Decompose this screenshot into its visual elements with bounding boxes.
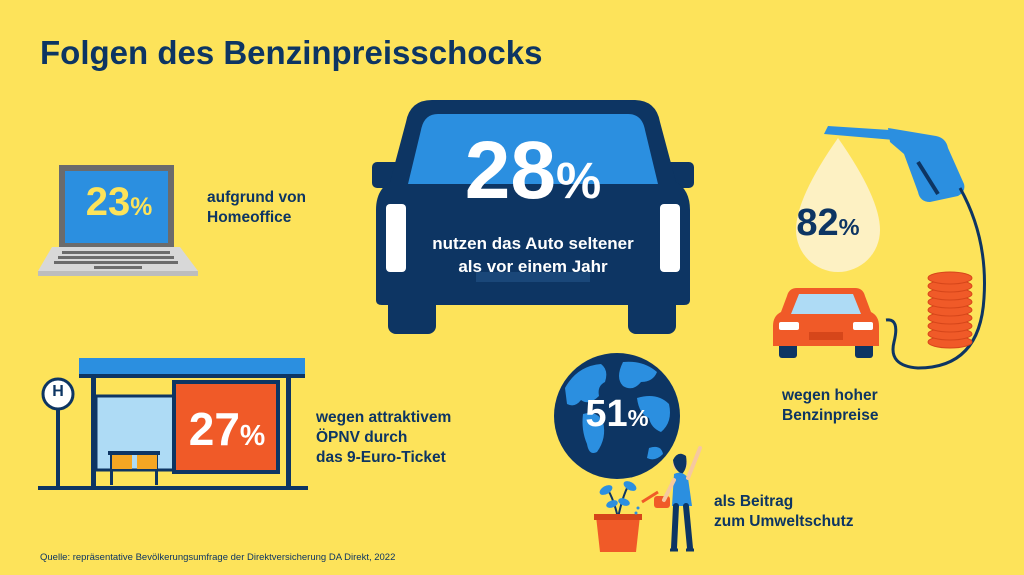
- auto-caption-line: nutzen das Auto seltener: [432, 234, 634, 253]
- umwelt-caption-line: als Beitrag: [714, 493, 794, 510]
- oepnv-unit: %: [239, 420, 266, 452]
- homeoffice-percentage: 23%: [74, 180, 164, 225]
- benzin-caption: wegen hoher Benzinpreise: [782, 386, 878, 426]
- umwelt-percentage: 51%: [560, 393, 674, 436]
- oepnv-value: 27: [188, 403, 240, 455]
- homeoffice-caption-line: aufgrund von: [207, 189, 307, 206]
- umwelt-value: 51: [585, 393, 628, 435]
- oepnv-caption-line: ÖPNV durch: [316, 429, 408, 446]
- benzin-caption-line: Benzinpreise: [782, 407, 879, 424]
- bus-stop-icon: [38, 358, 308, 490]
- bus-stop-sign-label: H: [52, 383, 64, 400]
- auto-unit: %: [556, 152, 602, 209]
- page-title: Folgen des Benzinpreisschocks: [40, 34, 543, 71]
- auto-value: 28: [464, 125, 556, 216]
- benzin-caption-line: wegen hoher: [782, 387, 878, 404]
- auto-percentage: 28%: [420, 130, 646, 212]
- homeoffice-value: 23: [85, 180, 131, 224]
- homeoffice-unit: %: [130, 194, 153, 221]
- benzin-value: 82: [796, 202, 839, 244]
- fuel-nozzle-icon: [796, 126, 986, 370]
- oepnv-percentage: 27%: [176, 402, 278, 456]
- auto-caption-line: als vor einem Jahr: [458, 257, 608, 276]
- car-front-icon: [372, 100, 694, 334]
- umwelt-caption: als Beitrag zum Umweltschutz: [714, 492, 854, 532]
- homeoffice-caption-line: Homeoffice: [207, 209, 292, 226]
- source-note: Quelle: repräsentative Bevölkerungsumfra…: [40, 552, 396, 563]
- homeoffice-caption: aufgrund von Homeoffice: [207, 188, 306, 228]
- oepnv-caption-line: das 9-Euro-Ticket: [316, 449, 446, 466]
- oepnv-caption: wegen attraktivem ÖPNV durch das 9-Euro-…: [316, 408, 451, 468]
- benzin-percentage: 82%: [778, 202, 878, 245]
- benzin-unit: %: [838, 214, 860, 240]
- laptop-icon: [38, 165, 198, 276]
- auto-caption: nutzen das Auto seltener als vor einem J…: [392, 232, 674, 278]
- red-car-icon: [773, 288, 879, 358]
- umwelt-caption-line: zum Umweltschutz: [714, 513, 854, 530]
- umwelt-unit: %: [627, 405, 649, 431]
- globe-icon: [554, 353, 680, 479]
- woman-watering-plant-illustration: [594, 446, 702, 552]
- oepnv-caption-line: wegen attraktivem: [316, 409, 452, 426]
